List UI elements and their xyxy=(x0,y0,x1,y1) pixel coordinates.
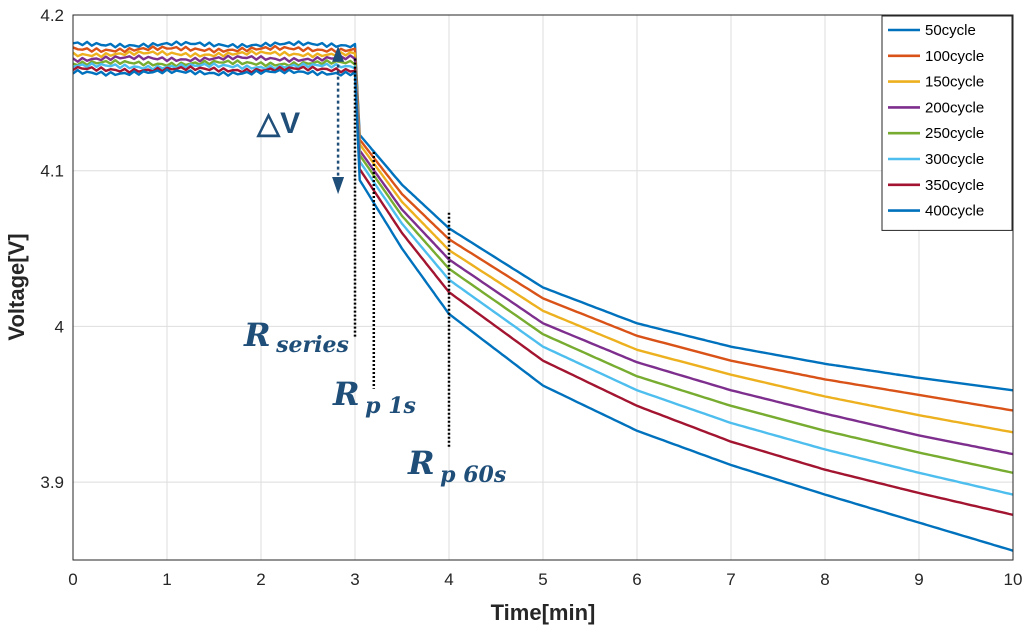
legend-label-250cycle: 250cycle xyxy=(925,125,984,142)
series-line-50cycle xyxy=(73,40,1013,392)
y-tick-label: 3.9 xyxy=(40,473,64,492)
delta-v-arrow-up-head xyxy=(332,46,345,62)
legend-label-400cycle: 400cycle xyxy=(925,203,984,220)
r-series-label: R series xyxy=(243,316,349,358)
annotation-markers xyxy=(332,46,451,448)
legend-label-350cycle: 350cycle xyxy=(925,177,984,194)
r-p1s-sub: p 1s xyxy=(365,393,416,419)
series-line-150cycle xyxy=(73,49,1013,434)
x-tick-label: 0 xyxy=(68,570,77,589)
delta-v-arrow-down-head xyxy=(332,176,345,195)
x-tick-label: 7 xyxy=(726,570,735,589)
delta-v-label: △V xyxy=(256,107,300,140)
x-axis-label: Time[min] xyxy=(491,600,596,625)
r-series-main: R xyxy=(243,316,271,354)
legend-label-150cycle: 150cycle xyxy=(925,74,984,91)
x-tick-label: 4 xyxy=(444,570,453,589)
y-axis-label: Voltage[V] xyxy=(4,233,29,340)
legend-box xyxy=(881,15,1013,231)
x-tick-label: 9 xyxy=(914,570,923,589)
r-p1s-main: R xyxy=(332,375,360,413)
legend-label-50cycle: 50cycle xyxy=(925,22,976,39)
r-p1s-label: R p 1s xyxy=(332,375,416,419)
series-lines xyxy=(73,40,1013,552)
y-tick-label: 4.2 xyxy=(40,6,64,25)
x-tick-label: 6 xyxy=(632,570,641,589)
y-tick-label: 4 xyxy=(55,317,64,336)
x-tick-label: 1 xyxy=(162,570,171,589)
x-tick-labels: 0 1 2 3 4 5 6 7 8 9 10 xyxy=(68,570,1022,589)
series-line-250cycle xyxy=(73,59,1013,474)
series-line-200cycle xyxy=(73,54,1013,456)
r-p60s-label: R p 60s xyxy=(407,444,506,488)
series-line-400cycle xyxy=(73,68,1013,552)
x-tick-label: 8 xyxy=(820,570,829,589)
y-tick-label: 4.1 xyxy=(40,162,64,181)
x-tick-label: 2 xyxy=(256,570,265,589)
x-tick-label: 3 xyxy=(350,570,359,589)
r-series-sub: series xyxy=(275,332,349,358)
r-p60s-sub: p 60s xyxy=(440,462,506,488)
legend: 50cycle 100cycle 150cycle 200cycle 250cycle 3… xyxy=(881,15,1013,231)
plot-frame xyxy=(72,14,1014,561)
legend-label-100cycle: 100cycle xyxy=(925,48,984,65)
y-tick-labels: 3.9 4 4.1 4.2 xyxy=(40,6,64,492)
r-p60s-main: R xyxy=(407,444,435,482)
legend-label-200cycle: 200cycle xyxy=(925,99,984,116)
legend-label-300cycle: 300cycle xyxy=(925,151,984,168)
series-line-100cycle xyxy=(73,44,1013,412)
x-tick-label: 5 xyxy=(538,570,547,589)
series-line-350cycle xyxy=(73,65,1013,516)
x-tick-label: 10 xyxy=(1004,570,1023,589)
